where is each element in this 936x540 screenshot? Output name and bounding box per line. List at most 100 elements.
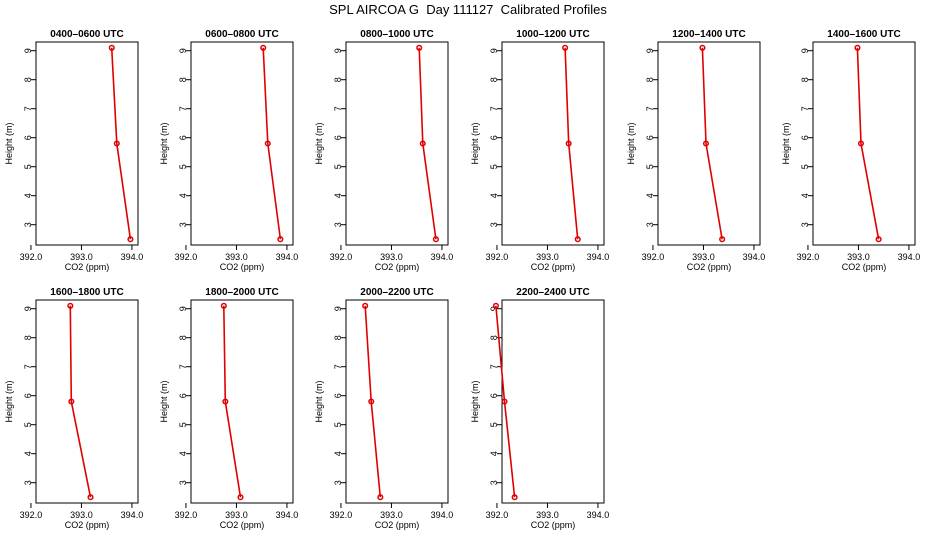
data-point <box>377 494 384 501</box>
x-axis-label: CO2 (ppm) <box>220 262 265 272</box>
y-axis-label: Height (m) <box>314 122 324 164</box>
y-tick-label: 5 <box>645 164 655 169</box>
plot-frame <box>35 299 139 504</box>
y-tick-label: 5 <box>23 164 33 169</box>
y-tick-label: 6 <box>178 393 188 398</box>
x-tick-label: 392.0 <box>330 252 353 262</box>
plot-frame <box>35 41 139 246</box>
y-tick-label: 7 <box>489 106 499 111</box>
y-tick-label: 9 <box>333 48 343 53</box>
y-tick-label: 8 <box>333 77 343 82</box>
y-tick-label: 6 <box>489 393 499 398</box>
y-tick-label: 3 <box>23 222 33 227</box>
y-tick-label: 5 <box>178 164 188 169</box>
x-tick-label: 392.0 <box>797 252 820 262</box>
x-tick-label: 393.0 <box>225 252 248 262</box>
y-tick-label: 3 <box>333 222 343 227</box>
x-tick-label: 393.0 <box>225 510 248 520</box>
profile-line <box>564 47 579 240</box>
y-tick-label: 4 <box>800 193 810 198</box>
x-tick-label: 392.0 <box>486 510 509 520</box>
data-point <box>492 302 499 309</box>
x-tick-label: 392.0 <box>642 252 665 262</box>
y-tick-label: 3 <box>489 480 499 485</box>
y-tick-label: 8 <box>23 335 33 340</box>
x-tick-label: 394.0 <box>587 510 610 520</box>
plot-frame <box>657 41 761 246</box>
profile-line <box>364 305 382 498</box>
data-point <box>87 494 94 501</box>
x-tick-label: 394.0 <box>898 252 921 262</box>
x-tick-label: 392.0 <box>20 510 43 520</box>
x-axis-label: CO2 (ppm) <box>531 262 576 272</box>
data-point <box>501 398 508 405</box>
x-tick-label: 394.0 <box>587 252 610 262</box>
plot-frame <box>345 299 449 504</box>
data-point <box>220 302 227 309</box>
y-tick-label: 9 <box>178 48 188 53</box>
y-axis-label: Height (m) <box>781 122 791 164</box>
y-tick-label: 9 <box>23 48 33 53</box>
y-tick-label: 9 <box>645 48 655 53</box>
plot-frame <box>190 299 294 504</box>
y-tick-label: 7 <box>489 364 499 369</box>
plot-panel: 0400–0600 UTC 392.0 393.0 394.0 3 4 5 6 7 8 9 CO2 (… <box>4 29 143 272</box>
panel-title: 2000–2200 UTC <box>360 287 433 298</box>
data-point <box>419 140 426 147</box>
data-point <box>511 494 518 501</box>
x-axis-label: CO2 (ppm) <box>375 520 420 530</box>
data-point <box>237 494 244 501</box>
y-axis-label: Height (m) <box>159 122 169 164</box>
y-tick-label: 5 <box>23 422 33 427</box>
y-tick-label: 3 <box>800 222 810 227</box>
plot-panel: 1800–2000 UTC 392.0 393.0 394.0 3 4 5 6 7 8 9 CO2 (… <box>159 287 298 530</box>
x-tick-label: 394.0 <box>121 510 144 520</box>
y-tick-label: 4 <box>178 193 188 198</box>
y-tick-label: 7 <box>23 106 33 111</box>
y-tick-label: 6 <box>489 135 499 140</box>
x-axis-label: CO2 (ppm) <box>65 520 110 530</box>
y-axis-label: Height (m) <box>626 122 636 164</box>
y-tick-label: 8 <box>800 77 810 82</box>
y-tick-label: 4 <box>645 193 655 198</box>
data-point <box>699 44 706 51</box>
y-tick-label: 6 <box>23 393 33 398</box>
y-tick-label: 8 <box>489 335 499 340</box>
y-tick-label: 9 <box>489 48 499 53</box>
x-tick-label: 394.0 <box>121 252 144 262</box>
y-tick-label: 6 <box>800 135 810 140</box>
x-tick-label: 393.0 <box>380 510 403 520</box>
y-axis-label: Height (m) <box>4 122 14 164</box>
plot-frame <box>345 41 449 246</box>
panel-title: 1200–1400 UTC <box>672 29 745 40</box>
data-point <box>113 140 120 147</box>
y-axis-label: Height (m) <box>314 380 324 422</box>
y-tick-label: 3 <box>489 222 499 227</box>
profile-line <box>495 305 516 498</box>
panel-title: 2200–2400 UTC <box>516 287 589 298</box>
y-tick-label: 4 <box>489 193 499 198</box>
x-tick-label: 393.0 <box>692 252 715 262</box>
x-tick-label: 393.0 <box>70 252 93 262</box>
y-tick-label: 4 <box>489 451 499 456</box>
y-tick-label: 5 <box>800 164 810 169</box>
y-tick-label: 5 <box>333 422 343 427</box>
y-tick-label: 6 <box>178 135 188 140</box>
y-tick-label: 7 <box>178 106 188 111</box>
y-tick-label: 9 <box>489 306 499 311</box>
y-tick-label: 6 <box>645 135 655 140</box>
y-tick-label: 6 <box>23 135 33 140</box>
x-tick-label: 393.0 <box>70 510 93 520</box>
profile-line <box>223 305 242 498</box>
plot-panel: 2200–2400 UTC 392.0 393.0 394.0 3 4 5 6 7 8 9 CO2 (… <box>470 287 609 530</box>
data-point <box>368 398 375 405</box>
y-tick-label: 5 <box>333 164 343 169</box>
plot-panel: 1400–1600 UTC 392.0 393.0 394.0 3 4 5 6 7 8 9 CO2 (… <box>781 29 920 272</box>
figure-title: SPL AIRCOA G Day 111127 Calibrated Profi… <box>329 2 607 17</box>
y-tick-label: 4 <box>178 451 188 456</box>
y-axis-label: Height (m) <box>159 380 169 422</box>
y-tick-label: 5 <box>489 422 499 427</box>
y-tick-label: 6 <box>333 393 343 398</box>
data-point <box>68 398 75 405</box>
